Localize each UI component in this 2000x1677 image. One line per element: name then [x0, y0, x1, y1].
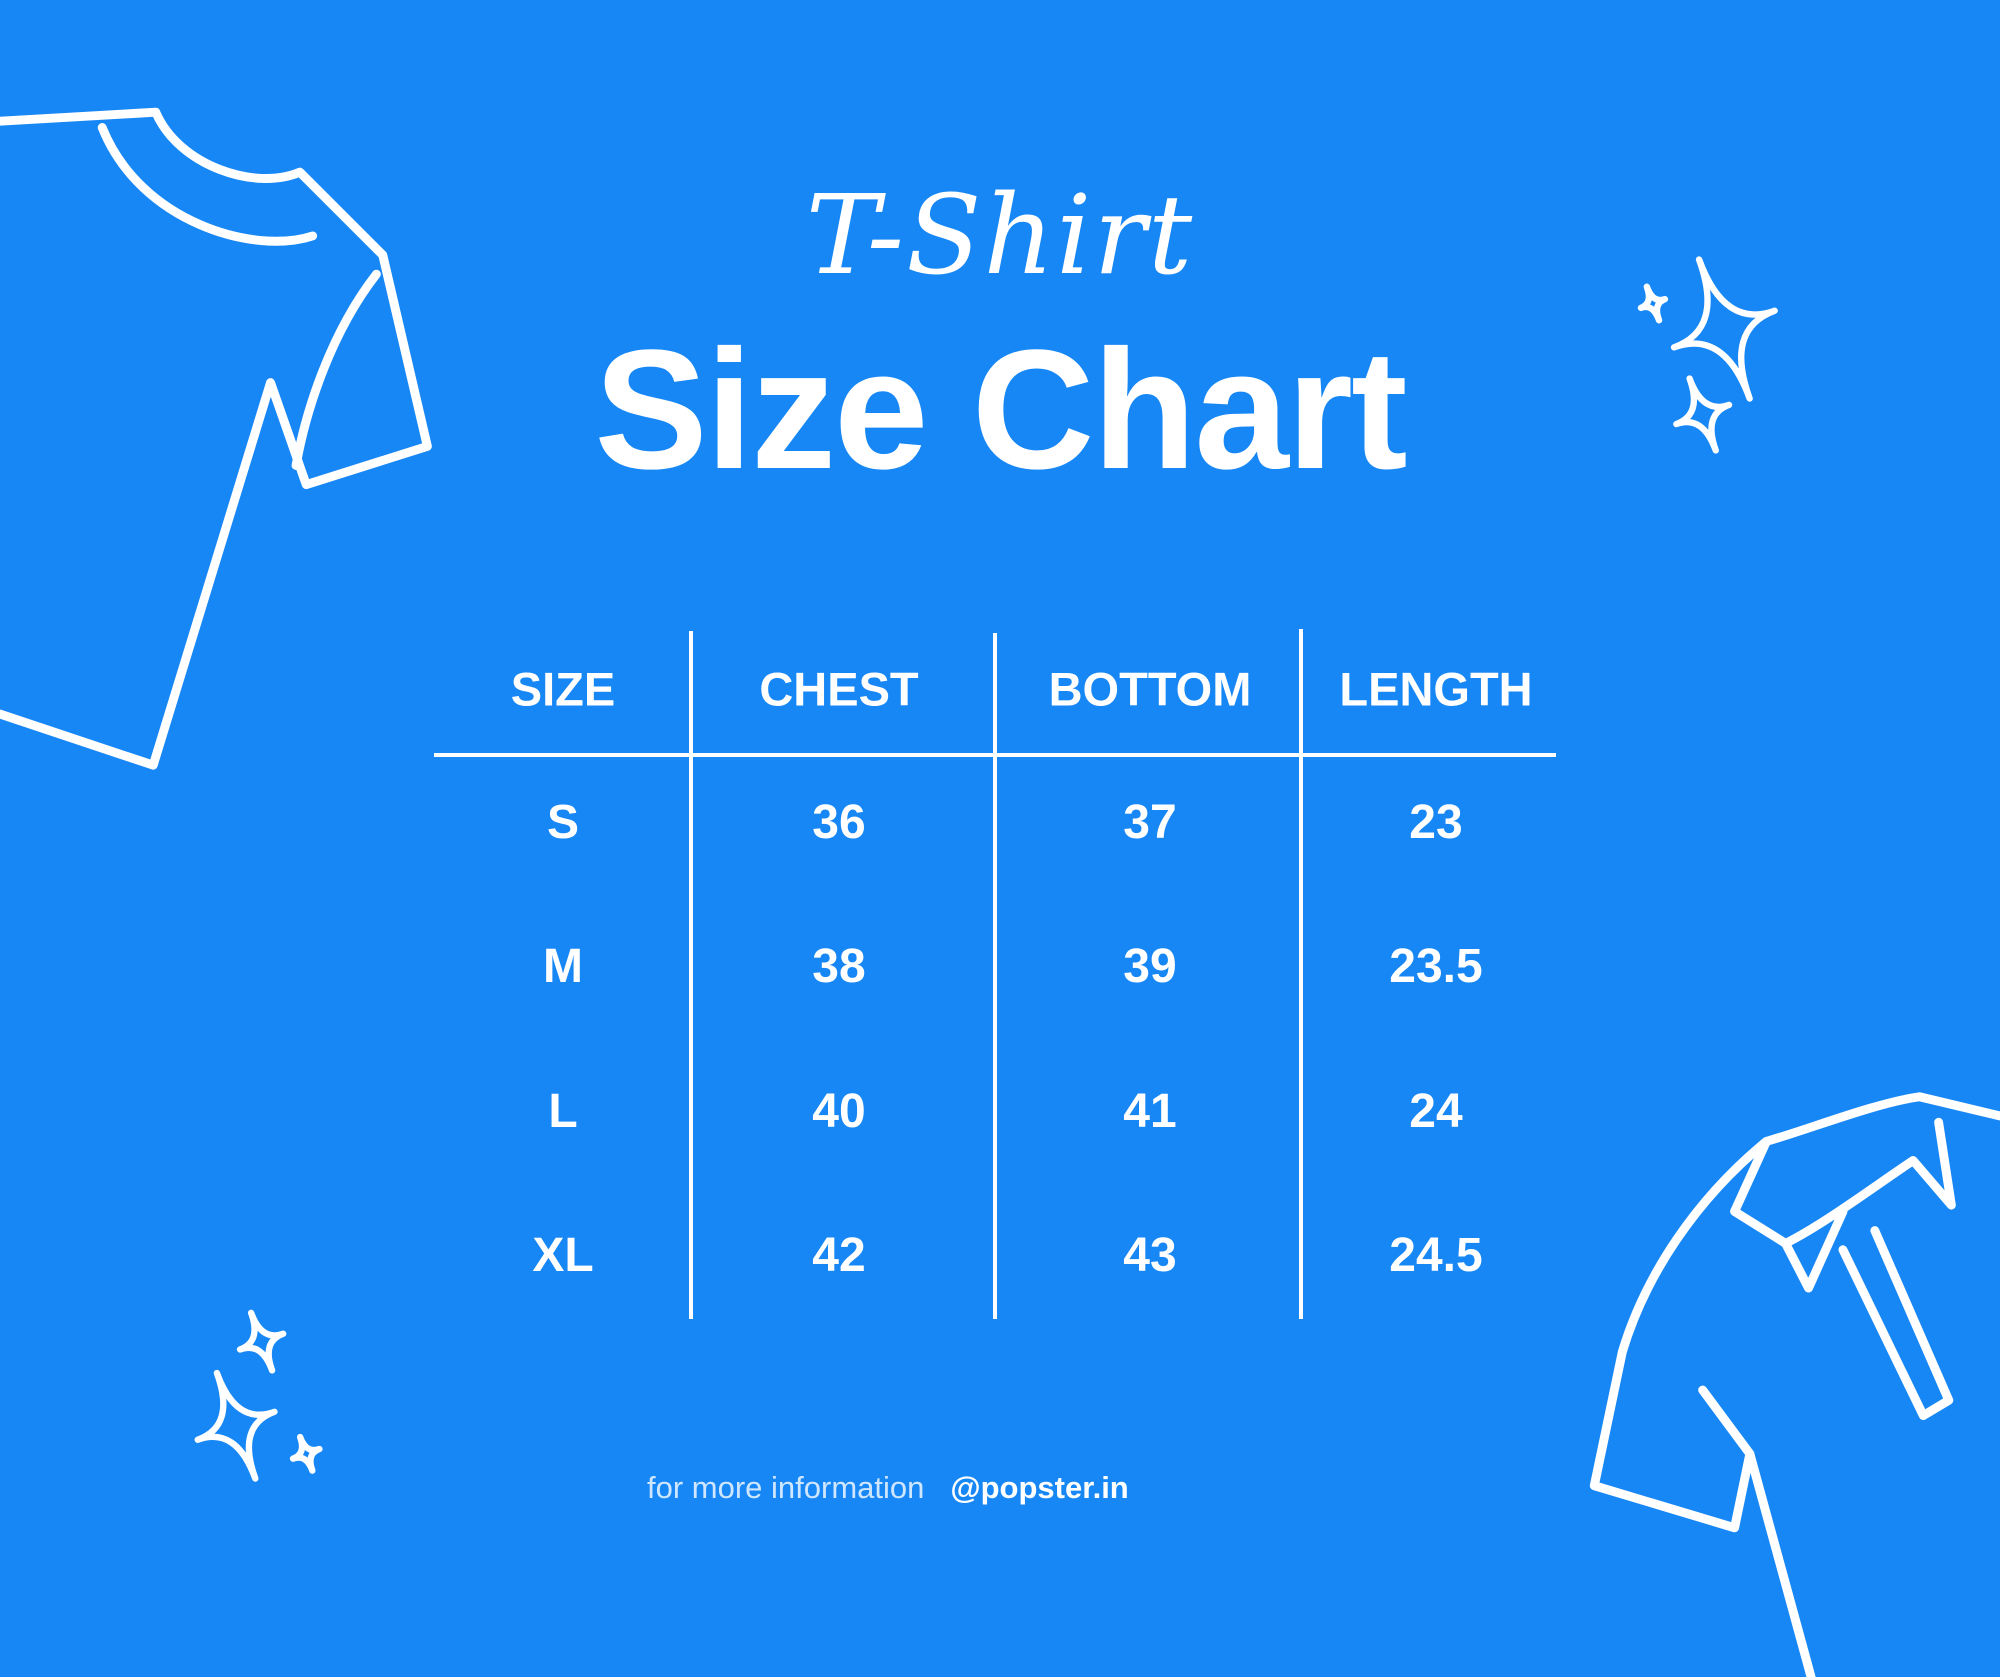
- polo-shirt-outline-icon: [1589, 1092, 2000, 1677]
- table-cell: 36: [812, 796, 866, 849]
- page-title: Size Chart: [594, 315, 1407, 505]
- sparkle-icon: [1670, 256, 1778, 402]
- column-header: LENGTH: [1339, 662, 1533, 716]
- column-divider: [993, 633, 997, 1319]
- table-cell: XL: [532, 1229, 594, 1282]
- footer: for more information @popster.in: [647, 1470, 1129, 1506]
- table-cell: 24: [1409, 1085, 1463, 1138]
- column-divider: [689, 631, 693, 1319]
- table-cell: L: [548, 1085, 578, 1138]
- table-cell: 24.5: [1389, 1229, 1483, 1282]
- table-cell: S: [546, 796, 579, 849]
- script-title: T-Shirt: [805, 171, 1195, 299]
- table-cell: 41: [1123, 1085, 1177, 1138]
- sparkle-icon: [194, 1369, 278, 1482]
- footer-info-text: for more information: [647, 1470, 925, 1505]
- table-cell: 43: [1123, 1229, 1177, 1282]
- column-header: CHEST: [759, 662, 919, 716]
- table-cell: 37: [1123, 796, 1177, 849]
- table-cell: 23: [1409, 796, 1463, 849]
- sparkle-icon: [289, 1433, 323, 1474]
- table-cell: 40: [812, 1085, 866, 1138]
- sparkle-icon: [236, 1309, 287, 1374]
- sparkle-icon: [1637, 283, 1669, 324]
- column-header: SIZE: [510, 662, 616, 716]
- table-cell: 39: [1123, 940, 1177, 993]
- social-handle-link[interactable]: @popster.in: [950, 1470, 1129, 1505]
- table-cell: 23.5: [1389, 940, 1483, 993]
- tshirt-outline-icon: [0, 107, 432, 770]
- column-divider: [1299, 629, 1303, 1319]
- sparkle-icon: [1673, 375, 1733, 454]
- table-cell: M: [543, 940, 583, 993]
- column-header: BOTTOM: [1048, 662, 1252, 716]
- table-cell: 42: [812, 1229, 866, 1282]
- table-cell: 38: [812, 940, 866, 993]
